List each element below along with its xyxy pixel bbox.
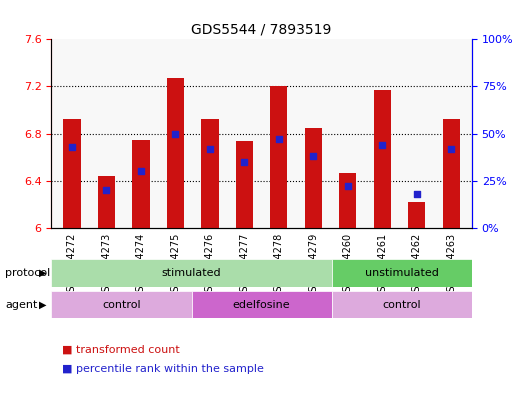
FancyBboxPatch shape	[332, 291, 472, 318]
Bar	[408, 202, 425, 228]
Bar	[373, 90, 391, 228]
Text: control: control	[383, 299, 421, 310]
Text: ■ percentile rank within the sample: ■ percentile rank within the sample	[62, 364, 264, 375]
Bar	[339, 173, 357, 228]
Text: stimulated: stimulated	[162, 268, 221, 278]
Bar	[132, 140, 150, 228]
Bar	[443, 119, 460, 228]
Point	[137, 168, 145, 174]
Title: GDS5544 / 7893519: GDS5544 / 7893519	[191, 23, 332, 37]
Point	[171, 130, 180, 137]
Text: edelfosine: edelfosine	[233, 299, 290, 310]
Bar	[270, 86, 287, 228]
FancyBboxPatch shape	[51, 291, 191, 318]
Text: unstimulated: unstimulated	[365, 268, 439, 278]
Text: agent: agent	[5, 299, 37, 310]
Bar	[236, 141, 253, 228]
Text: ▶: ▶	[38, 268, 46, 278]
FancyBboxPatch shape	[51, 259, 332, 287]
Point	[206, 145, 214, 152]
Point	[240, 159, 248, 165]
Text: protocol: protocol	[5, 268, 50, 278]
Bar	[167, 78, 184, 228]
Point	[447, 145, 456, 152]
Point	[68, 144, 76, 150]
Point	[275, 136, 283, 142]
Point	[412, 191, 421, 197]
FancyBboxPatch shape	[332, 259, 472, 287]
Text: control: control	[102, 299, 141, 310]
Bar	[201, 119, 219, 228]
Bar	[98, 176, 115, 228]
Text: ▶: ▶	[38, 299, 46, 310]
Bar	[64, 119, 81, 228]
FancyBboxPatch shape	[191, 291, 332, 318]
Text: ■ transformed count: ■ transformed count	[62, 345, 180, 355]
Point	[344, 183, 352, 189]
Point	[378, 142, 386, 148]
Point	[103, 187, 111, 193]
Bar	[305, 128, 322, 228]
Point	[309, 153, 318, 160]
